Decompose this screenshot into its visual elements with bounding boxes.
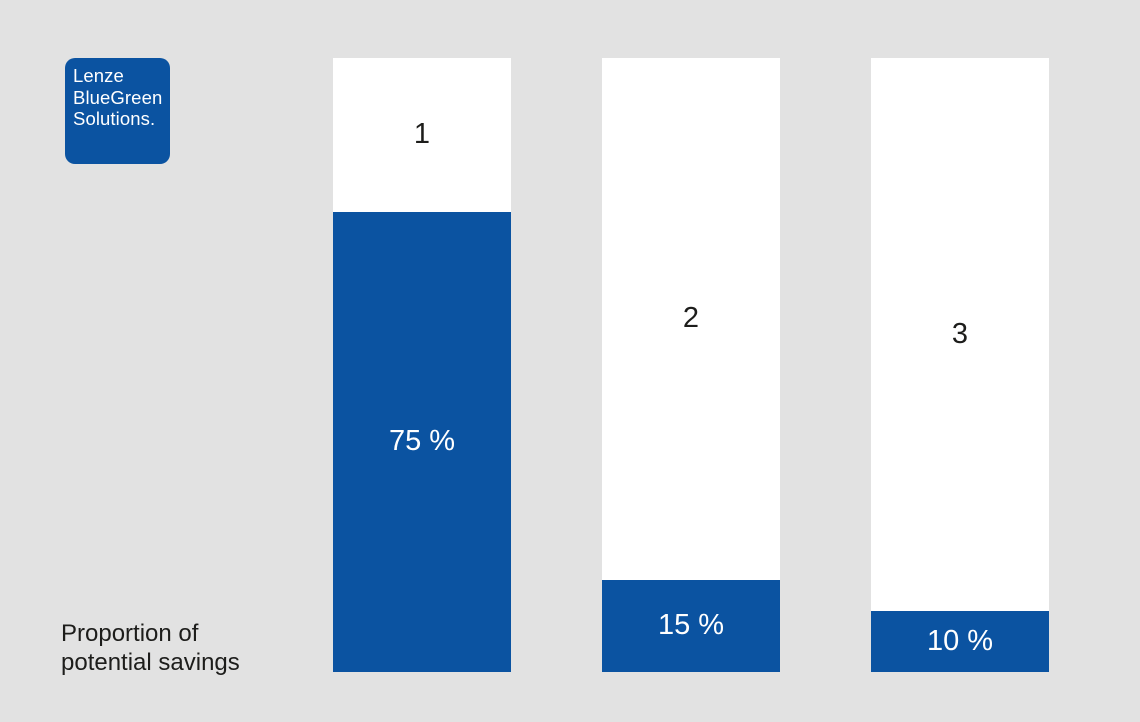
bar-column-2: 2 15 % <box>602 58 780 672</box>
lenze-bluegreen-logo: Lenze BlueGreen Solutions. <box>65 58 170 164</box>
logo-line-2: BlueGreen <box>73 86 163 108</box>
bar-3-value-label: 10 % <box>926 624 994 657</box>
chart-caption-line-2: potential savings <box>61 649 240 676</box>
bar-column-3: 3 10 % <box>871 58 1049 672</box>
bar-2-remainder-segment: 2 <box>602 58 780 580</box>
bar-3-remainder-segment: 3 <box>871 58 1049 611</box>
bar-1-value-segment: 75 % <box>333 211 511 672</box>
bar-2-category-label: 2 <box>682 302 700 335</box>
logo-line-1: Lenze <box>73 65 124 86</box>
bar-1-value-label: 75 % <box>388 425 456 458</box>
bar-column-1: 1 75 % <box>333 58 511 672</box>
bar-3-value-segment: 10 % <box>871 610 1049 672</box>
chart-caption-line-1: Proportion of <box>61 620 199 647</box>
chart-caption: Proportion of potential savings <box>61 619 240 677</box>
bar-3-category-label: 3 <box>951 317 969 350</box>
bar-2-value-label: 15 % <box>657 609 725 642</box>
logo-line-3: Solutions. <box>73 108 156 129</box>
bar-1-category-label: 1 <box>413 118 431 151</box>
bar-2-value-segment: 15 % <box>602 579 780 672</box>
bar-1-remainder-segment: 1 <box>333 58 511 212</box>
